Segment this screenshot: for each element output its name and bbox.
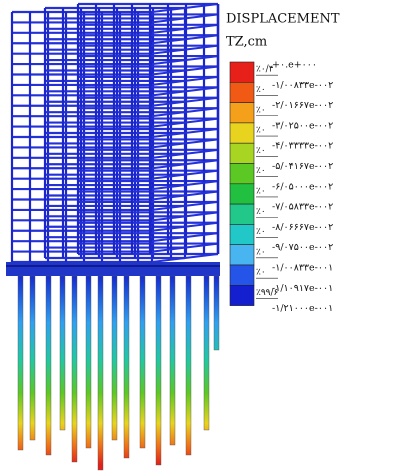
legend-swatch	[230, 265, 254, 285]
pile	[170, 276, 175, 445]
pile	[214, 276, 219, 350]
pile	[186, 276, 191, 455]
foundation-mat	[6, 262, 220, 276]
legend-swatch	[230, 204, 254, 224]
legend-value: -۸/۰۶۶۶۷e-۰۰۲	[272, 222, 333, 233]
legend-percentage: ٪۰	[256, 227, 266, 237]
legend-value: -۶/۰۵۰۰۰e-۰۰۲	[272, 181, 333, 192]
legend-percentage: ٪۰	[256, 85, 266, 95]
legend-value: -۴/۰۳۳۳۳e-۰۰۲	[272, 141, 333, 152]
legend-swatch	[230, 103, 254, 123]
legend-value: -۲/۰۱۶۶۷e-۰۰۲	[272, 100, 333, 111]
legend-unit: TZ,cm	[226, 35, 267, 50]
legend-swatch	[230, 62, 254, 82]
legend-swatch	[230, 245, 254, 265]
page: DISPLACEMENT TZ,cm ٪۰/۴٪۰٪۰٪۰٪۰٪۰٪۰٪۰٪۰٪…	[0, 0, 418, 475]
legend-value: -۱/۲۱۰۰۰e-۰۰۱	[272, 303, 333, 314]
pile	[124, 276, 129, 458]
legend-percentage: ٪۰	[256, 268, 266, 278]
legend-percentage: ٪۰	[256, 126, 266, 136]
legend: ٪۰/۴٪۰٪۰٪۰٪۰٪۰٪۰٪۰٪۰٪۰٪۰٪۹۹/۶+۰.e+۰۰۰-۱/…	[230, 60, 333, 315]
legend-percentage: ٪۰	[256, 105, 266, 115]
pile	[204, 276, 209, 430]
legend-swatch	[230, 184, 254, 204]
pile	[86, 276, 91, 448]
legend-value: -۱/۰۰۸۳۳e-۰۰۱	[272, 263, 333, 274]
pile	[18, 276, 23, 450]
legend-percentage: ٪۰	[256, 186, 266, 196]
legend-value: -۵/۰۴۱۶۷e-۰۰۲	[272, 161, 333, 172]
pile	[72, 276, 77, 462]
legend-percentage: ٪۰	[256, 207, 266, 217]
pile	[30, 276, 35, 440]
legend-value: -۱/۰۰۸۳۳e-۰۰۲	[272, 80, 333, 91]
legend-percentage: ٪۰	[256, 247, 266, 257]
building-model	[6, 4, 220, 276]
legend-swatch	[230, 224, 254, 244]
legend-value: -۳/۰۲۵۰۰e-۰۰۲	[272, 120, 333, 131]
legend-value: -۹/۰۷۵۰۰e-۰۰۲	[272, 242, 333, 253]
legend-percentage: ٪۰	[256, 166, 266, 176]
pile	[46, 276, 51, 455]
legend-swatch	[230, 82, 254, 102]
pile	[60, 276, 65, 430]
pile	[98, 276, 103, 470]
legend-percentage: ٪۰	[256, 146, 266, 156]
legend-swatch	[230, 285, 254, 305]
legend-title: DISPLACEMENT	[226, 12, 340, 27]
piles	[18, 276, 219, 470]
pile	[112, 276, 117, 440]
legend-swatch	[230, 143, 254, 163]
legend-value: -۷/۰۵۸۳۳e-۰۰۲	[272, 202, 333, 213]
legend-value: +۰.e+۰۰۰	[272, 60, 317, 71]
pile	[156, 276, 161, 465]
legend-swatch	[230, 164, 254, 184]
figure: DISPLACEMENT TZ,cm ٪۰/۴٪۰٪۰٪۰٪۰٪۰٪۰٪۰٪۰٪…	[0, 0, 418, 475]
pile	[140, 276, 145, 448]
legend-swatch	[230, 123, 254, 143]
legend-value: -۱/۱۰۹۱۷e-۰۰۱	[272, 283, 333, 294]
